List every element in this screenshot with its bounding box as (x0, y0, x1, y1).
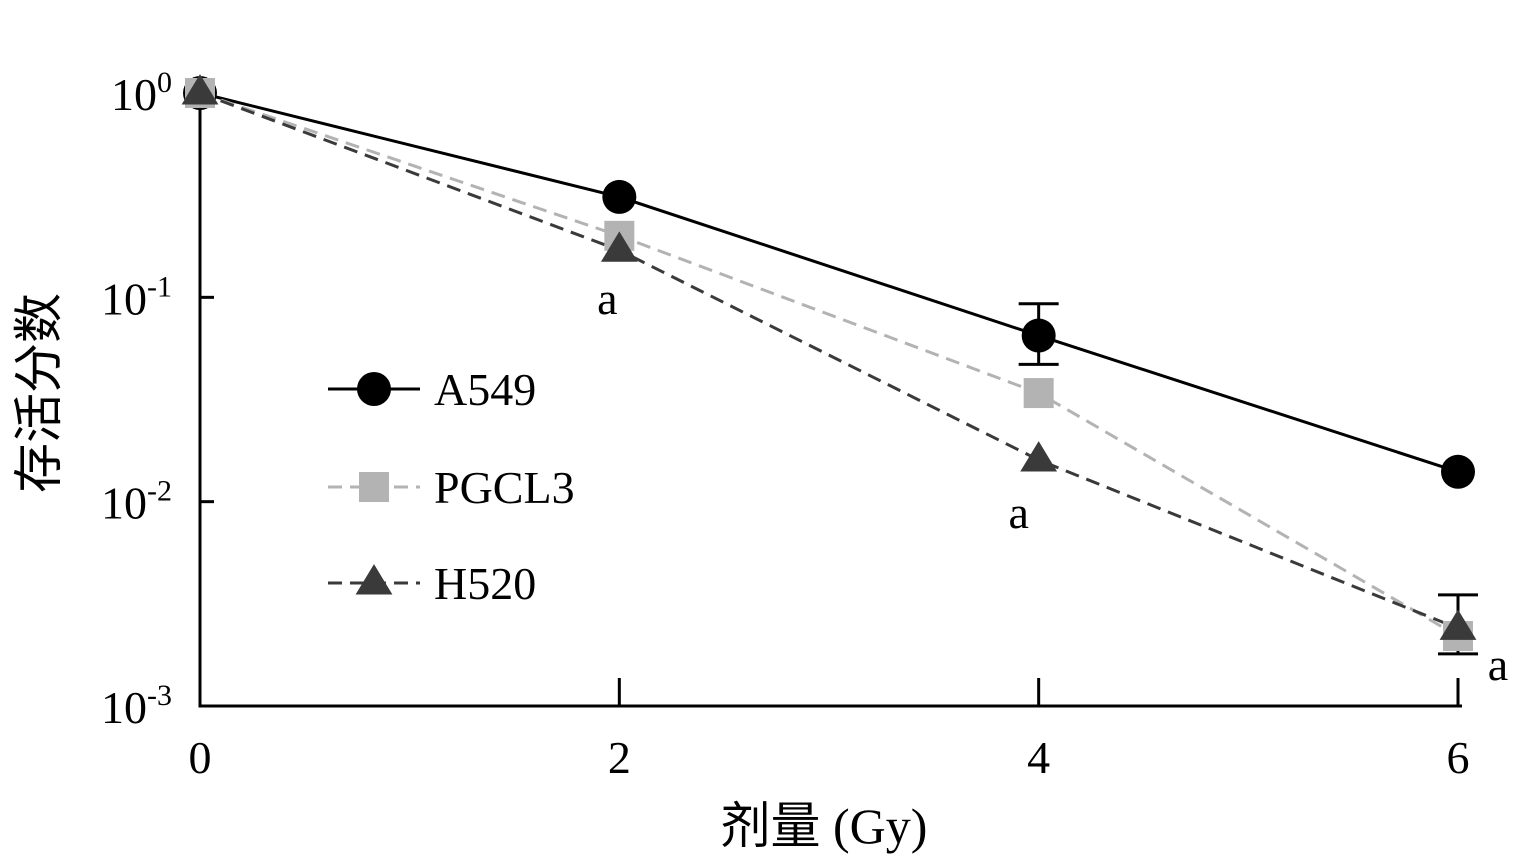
x-tick-label: 6 (1447, 732, 1470, 783)
legend-label: PGCL3 (434, 462, 575, 513)
legend-marker (355, 564, 393, 595)
legend-marker (359, 472, 389, 502)
data-point-pgcl3 (1023, 378, 1054, 409)
legend-item-a549: A549 (328, 364, 536, 415)
data-point-h520 (1020, 441, 1058, 472)
x-tick-label: 4 (1027, 732, 1050, 783)
series-line-h520 (199, 91, 1459, 630)
significance-annotation: a (1488, 639, 1508, 690)
data-point-h520 (1439, 609, 1477, 640)
legend-label: A549 (434, 364, 536, 415)
significance-annotation: a (1008, 487, 1028, 538)
x-ticks: 0 2 4 6 (189, 678, 1470, 783)
x-tick-label: 0 (189, 732, 212, 783)
data-points (181, 74, 1477, 652)
significance-annotation: a (597, 273, 617, 324)
y-ticks: 100 10-1 10-2 10-3 (101, 66, 214, 733)
y-tick-label: 10-1 (101, 270, 172, 324)
y-tick-label: 10-3 (101, 679, 172, 733)
data-point-a549 (1021, 318, 1056, 353)
series-lines (199, 91, 1459, 638)
series-line-pgcl3 (199, 91, 1459, 638)
data-point-h520 (600, 231, 638, 262)
x-tick-label: 2 (608, 732, 631, 783)
legend-item-h520: H520 (328, 558, 536, 609)
y-tick-label: 10-2 (101, 475, 172, 529)
series-line-a549 (199, 91, 1459, 474)
axes (198, 90, 1462, 708)
legend-marker (357, 372, 391, 406)
y-tick-label: 100 (111, 66, 172, 120)
legend-label: H520 (434, 558, 536, 609)
legend: A549 PGCL3 H520 (328, 364, 575, 609)
data-point-a549 (1441, 454, 1475, 489)
legend-item-pgcl3: PGCL3 (328, 462, 575, 513)
x-axis-title: 剂量 (Gy) (721, 798, 928, 854)
data-point-a549 (602, 179, 637, 214)
annotations: a a a (597, 273, 1508, 690)
data-point-h520 (181, 74, 219, 105)
y-axis-title: 存活分数 (11, 293, 67, 493)
